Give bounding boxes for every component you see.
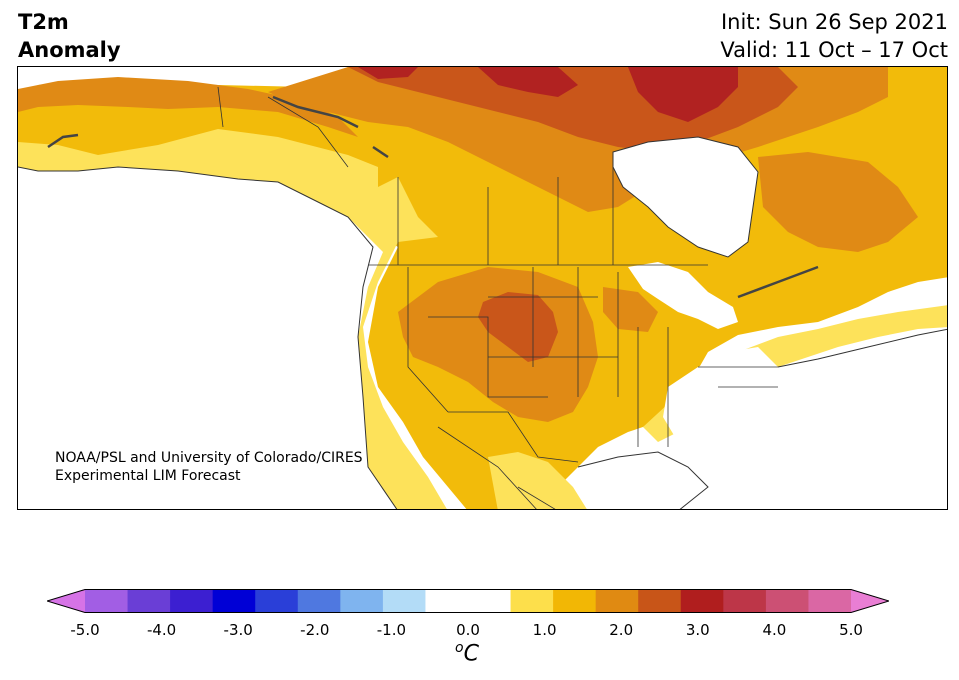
colorbar-tick-label: -4.0	[146, 621, 177, 639]
map-canvas	[18, 67, 947, 509]
coastlines	[18, 136, 947, 509]
title-line-2: Anomaly	[18, 38, 121, 62]
great-lakes	[628, 262, 738, 329]
anomaly-region-2.5-3-nw	[358, 67, 418, 79]
pacific-ocean	[18, 167, 397, 509]
colorbar-tick-label: 5.0	[839, 621, 863, 639]
credit-line-2: Experimental LIM Forecast	[55, 468, 241, 484]
credit-line-1: NOAA/PSL and University of Colorado/CIRE…	[55, 450, 363, 466]
colorbar-tick-label: 3.0	[685, 621, 710, 639]
forecast-dates: Init: Sun 26 Sep 2021 Valid: 11 Oct – 17…	[720, 8, 948, 64]
hudson-bay	[613, 137, 758, 257]
colorbar-segment	[382, 589, 426, 613]
colorbar-tick-label: 2.0	[609, 621, 634, 639]
colorbar-tick-label: -5.0	[70, 621, 100, 639]
colorbar-tick-label: -3.0	[223, 621, 253, 639]
anomaly-region-0.5-1-west	[18, 129, 447, 509]
anomaly-region-2.5-3-baffin	[628, 67, 738, 122]
colorbar-segment	[425, 589, 469, 613]
rivers	[47, 95, 819, 299]
colorbar-extend-min	[47, 589, 85, 613]
southeast-us-neutral	[663, 347, 778, 467]
colorbar-segment	[723, 589, 767, 613]
anomaly-region-2.5-3-arctic	[478, 67, 578, 97]
valid-date: Valid: 11 Oct – 17 Oct	[720, 38, 948, 62]
data-credit: NOAA/PSL and University of Colorado/CIRE…	[55, 449, 363, 485]
colorbar-tick-label: 4.0	[762, 621, 787, 639]
anomaly-map	[17, 66, 948, 510]
unit-letter: C	[463, 641, 479, 667]
gulf-of-mexico	[578, 452, 708, 509]
colorbar-unit-label: oC	[455, 640, 479, 666]
colorbar-segment	[808, 589, 852, 613]
colorbar-segment	[297, 589, 341, 613]
atlantic-ocean	[709, 329, 947, 509]
colorbar-tick-label: 0.0	[456, 621, 480, 639]
anomaly-region-1.5-2-quebec	[758, 152, 918, 252]
colorbar-tick-label: 1.0	[532, 621, 557, 639]
colorbar-segment	[468, 589, 512, 613]
colorbar-segment	[765, 589, 809, 613]
colorbar-segment	[553, 589, 597, 613]
init-date: Init: Sun 26 Sep 2021	[720, 10, 948, 34]
colorbar-tick-label: -1.0	[376, 621, 407, 639]
colorbar-segment	[170, 589, 214, 613]
colorbar-extend-max	[851, 589, 889, 613]
colorbar	[47, 589, 889, 613]
colorbar-segment	[638, 589, 682, 613]
colorbar-outline	[47, 589, 889, 613]
colorbar-tick-label: -2.0	[300, 621, 330, 639]
colorbar-segment	[595, 589, 639, 613]
colorbar-segment	[127, 589, 171, 613]
colorbar-segment	[680, 589, 724, 613]
political-borders	[217, 86, 778, 509]
anomaly-region-1.5-2-central	[398, 267, 598, 422]
map-title: T2m Anomaly	[18, 8, 121, 64]
degree-symbol: o	[455, 640, 464, 656]
title-line-1: T2m	[18, 10, 69, 34]
anomaly-region-2-2.5-central	[478, 292, 558, 362]
anomaly-region-1.5-2-ohio	[603, 287, 658, 332]
colorbar-segment	[510, 589, 554, 613]
anomaly-region-1.5-2-west	[18, 77, 358, 137]
colorbar-segment	[255, 589, 299, 613]
colorbar-segment	[340, 589, 384, 613]
colorbar-segment	[85, 589, 129, 613]
colorbar-segment	[212, 589, 256, 613]
anomaly-region-0.5-1-south	[488, 452, 587, 509]
